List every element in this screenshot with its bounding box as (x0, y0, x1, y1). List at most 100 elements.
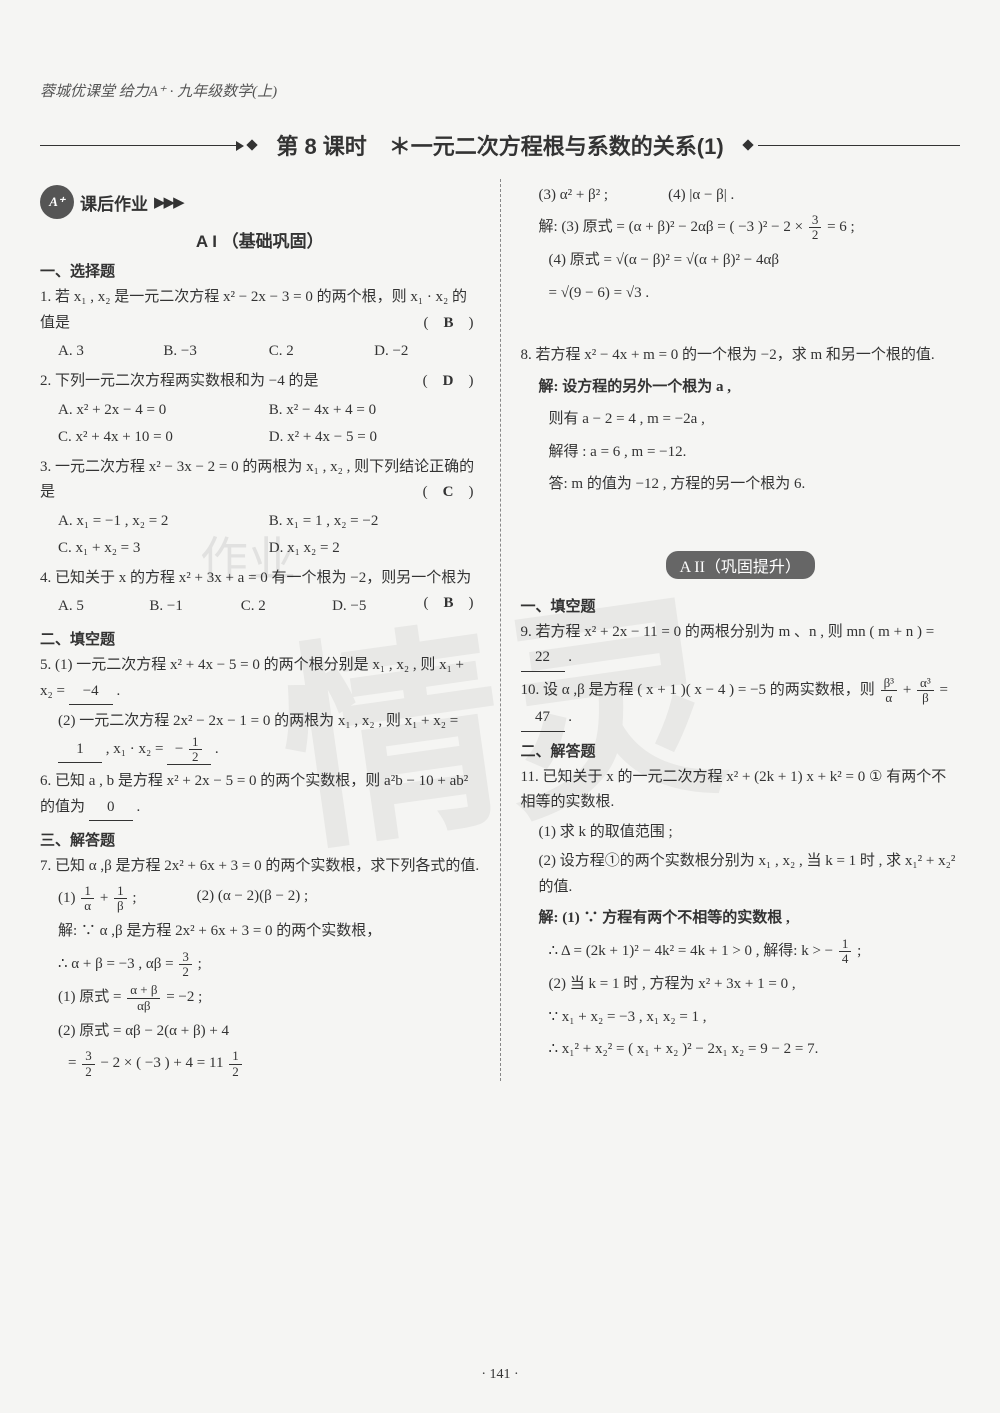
q10-frac1: β³α (881, 676, 898, 706)
question-1: 1. 若 x₁ , x₂ 是一元二次方程 x² − 2x − 3 = 0 的两个… (40, 285, 480, 336)
q11-sol2b: ; (857, 943, 861, 959)
q7-sol6a: 解: (3) 原式 = (α + β)² − 2αβ = ( −3 )² − 2… (539, 219, 807, 235)
level-a2-wrap: A II（巩固提升） (521, 541, 961, 587)
q7-sol5: = 32 − 2 × ( −3 ) + 4 = 11 12 (68, 1049, 480, 1079)
q7p1-frac1: 1α (81, 884, 94, 914)
question-5-part2: (2) 一元二次方程 2x² − 2x − 1 = 0 的两根为 x₁ , x₂… (58, 709, 480, 765)
q7-sol2a: ∴ α + β = −3 , αβ = (58, 956, 177, 972)
q11-sol3: (2) 当 k = 1 时 , 方程为 x² + 3x + 1 = 0 , (549, 970, 961, 999)
question-8-stem: 8. 若方程 x² − 4x + m = 0 的一个根为 −2，求 m 和另一个… (521, 343, 961, 369)
q11-sol2: ∴ Δ = (2k + 1)² − 4k² = 4k + 1 > 0 , 解得:… (549, 937, 961, 967)
q5p2-blank1: 1 (58, 737, 102, 764)
q7-part4: (4) |α − β| . (668, 183, 734, 209)
q5p2-mid: , x₁ · x₂ = (106, 741, 167, 757)
rule-right (758, 145, 960, 146)
q3-opt-c: C. x₁ + x₂ = 3 (58, 535, 269, 562)
section-solve2-heading: 二、解答题 (521, 740, 961, 761)
q7s3b: αβ (134, 999, 153, 1013)
q2-text: 2. 下列一元二次方程两实数根和为 −4 的是 (40, 373, 318, 389)
q7s6b: 2 (809, 228, 822, 242)
q7-sol3b: = −2 ; (166, 990, 202, 1006)
q2-opt-a: A. x² + 2x − 4 = 0 (58, 397, 269, 424)
q3-answer-slot: ( C ) (423, 480, 474, 506)
q1-options: A. 3 B. −3 C. 2 D. −2 (58, 338, 480, 365)
diamond-right (742, 139, 753, 150)
q7s2b: 2 (179, 965, 192, 979)
question-11-p2: (2) 设方程①的两个实数根分别为 x₁ , x₂ , 当 k = 1 时 , … (539, 849, 961, 900)
q7p1-f1t: 1 (81, 884, 94, 899)
q10-text-a: 10. 设 α ,β 是方程 ( x + 1 )( x − 4 ) = −5 的… (521, 682, 879, 698)
q7s6t: 3 (809, 213, 822, 228)
q7-sol3-frac: α + βαβ (127, 983, 160, 1013)
q5p2-text-b: . (215, 741, 219, 757)
q7p1-f2t: 1 (114, 884, 127, 899)
q7s5t: 3 (82, 1049, 95, 1064)
q3-opt-b: B. x₁ = 1 , x₂ = −2 (269, 508, 480, 535)
q8-sol4: 答: m 的值为 −12 , 方程的另一个根为 6. (549, 470, 961, 499)
q11-sol1-text: 解: (1) ∵ 方程有两个不相等的实数根 , (539, 910, 790, 926)
q2-opt-d: D. x² + 4x − 5 = 0 (269, 424, 480, 451)
q10f2t: α³ (917, 676, 934, 691)
q10-frac2: α³β (917, 676, 934, 706)
q9-text-a: 9. 若方程 x² + 2x − 11 = 0 的两根分别为 m 、n , 则 … (521, 624, 935, 640)
q2-answer-slot: ( D ) (423, 369, 474, 395)
q7-part3: (3) α² + β² ; (539, 183, 609, 209)
q7-sol5-frac2: 12 (229, 1049, 242, 1079)
q7s2t: 3 (179, 950, 192, 965)
q7s5t2: 1 (229, 1049, 242, 1064)
two-column-layout: A⁺ 课后作业 ▶▶▶ A I （基础巩固） 一、选择题 1. 若 x₁ , x… (40, 179, 960, 1081)
section-fill-heading: 二、填空题 (40, 628, 480, 649)
question-10: 10. 设 α ,β 是方程 ( x + 1 )( x − 4 ) = −5 的… (521, 676, 961, 732)
q8-sol3: 解得 : a = 6 , m = −12. (549, 438, 961, 467)
book-series-header: 蓉城优课堂 给力A⁺ · 九年级数学(上) (40, 80, 960, 101)
q7p1-f2b: β (114, 899, 127, 913)
level-a2-heading: A II（巩固提升） (666, 551, 815, 579)
question-3: 3. 一元二次方程 x² − 3x − 2 = 0 的两根为 x₁ , x₂ ,… (40, 455, 480, 506)
q3-opt-a: A. x₁ = −1 , x₂ = 2 (58, 508, 269, 535)
q5p2-text-a: (2) 一元二次方程 2x² − 2x − 1 = 0 的两根为 x₁ , x₂… (58, 713, 458, 729)
q7-sol5a: = (68, 1056, 80, 1072)
q5p2-sign: − (175, 741, 187, 757)
q5p2-frac-bot: 2 (189, 750, 202, 764)
q5p1-blank: −4 (69, 679, 113, 706)
q11-sol5: ∴ x₁² + x₂² = ( x₁ + x₂ )² − 2x₁ x₂ = 9 … (549, 1035, 961, 1064)
rule-left (40, 145, 242, 146)
q9-blank: 22 (521, 645, 565, 672)
q10-plus: + (903, 682, 915, 698)
q4-answer: B (443, 595, 453, 611)
page-number: · 141 · (0, 1367, 1000, 1383)
q3-opt-d: D. x₁ x₂ = 2 (269, 535, 480, 562)
q7p1-f1b: α (81, 899, 94, 913)
q5p2-blank2: − 1 2 (167, 735, 211, 766)
q3-answer: C (443, 484, 454, 500)
homework-label: 课后作业 (80, 190, 148, 215)
q8-sol2: 则有 a − 2 = 4 , m = −2a , (549, 405, 961, 434)
q7p1-plus: + (100, 890, 112, 906)
section-fill2-heading: 一、填空题 (521, 595, 961, 616)
q7-sol2-frac: 32 (179, 950, 192, 980)
q11s2t: 1 (839, 937, 852, 952)
q7-sol2: ∴ α + β = −3 , αβ = 32 ; (58, 950, 480, 980)
q10f2b: β (919, 691, 932, 705)
q2-opt-b: B. x² − 4x + 4 = 0 (269, 397, 480, 424)
q1-opt-a: A. 3 (58, 338, 163, 365)
q7-sol3: (1) 原式 = α + βαβ = −2 ; (58, 983, 480, 1013)
spacer (521, 309, 961, 339)
q7-sol5b: − 2 × ( −3 ) + 4 = 11 (100, 1056, 227, 1072)
lesson-title: 第 8 课时 ＊一元二次方程根与系数的关系(1) (276, 129, 723, 161)
q8-sol1-text: 解: 设方程的另外一个根为 a , (539, 379, 732, 395)
q5p2-frac: 1 2 (189, 735, 202, 765)
q1-text: 1. 若 x₁ , x₂ 是一元二次方程 x² − 2x − 3 = 0 的两个… (40, 289, 467, 331)
q7-sol6b: = 6 ; (827, 219, 855, 235)
section-solve-heading: 三、解答题 (40, 829, 480, 850)
q4-opt-b: B. −1 (149, 593, 240, 620)
section-choice-heading: 一、选择题 (40, 260, 480, 281)
q7s5b: 2 (82, 1065, 95, 1079)
q4-opt-d: D. −5 (332, 593, 423, 620)
q7s3t: α + β (127, 983, 160, 998)
q5p2-frac-top: 1 (189, 735, 202, 750)
q7-sol8: = √(9 − 6) = √3 . (549, 279, 961, 308)
q7-part2: (2) (α − 2)(β − 2) ; (197, 884, 309, 914)
q7-sol6-frac: 32 (809, 213, 822, 243)
q7p1-label: (1) (58, 890, 79, 906)
